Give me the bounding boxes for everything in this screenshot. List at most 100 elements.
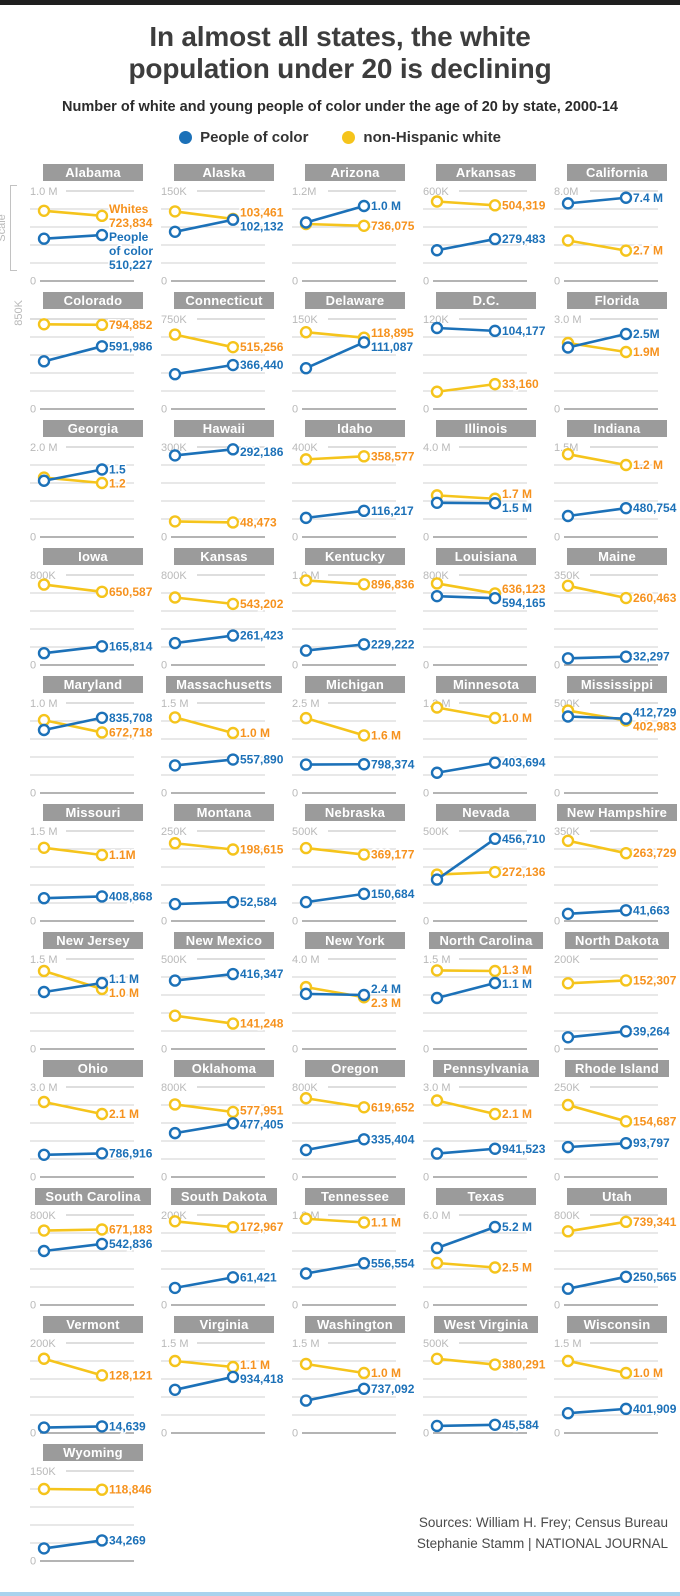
poc-series-point-2014: [226, 967, 240, 981]
poc-series-point-2000: [37, 355, 51, 368]
scale-zero-label: 0: [554, 1427, 560, 1439]
white-series-point-2000: [561, 1098, 575, 1112]
scale-zero-label: 0: [292, 403, 298, 415]
state-chart-tennessee: Tennessee 1.2 M 0 1.1 M 556,554: [292, 1187, 418, 1313]
state-chart-wisconsin: Wisconsin 1.5 M 0 1.0 M 401,909: [554, 1315, 680, 1441]
scale-zero-label: 0: [292, 531, 298, 543]
white-series-point-2000: [37, 1095, 51, 1109]
state-title: Massachusetts: [166, 675, 282, 693]
white-series-point-2000: [37, 204, 51, 217]
scale-max-label: 3.0 M: [30, 1082, 58, 1094]
poc-value-label: 1.1 M: [502, 977, 532, 991]
poc-series-line: [43, 233, 103, 240]
state-title: Arkansas: [436, 163, 536, 181]
state-title: Kansas: [174, 547, 274, 565]
scale-zero-label: 0: [161, 1171, 167, 1183]
white-value-label: 48,473: [240, 515, 277, 529]
chart-canvas: 120K 0 33,160 104,177: [423, 314, 547, 415]
legend-item-people-of-color: People of color: [179, 129, 308, 146]
poc-series-line: [305, 509, 365, 520]
scale-zero-label: 0: [423, 915, 429, 927]
white-series-point-2000: [37, 318, 51, 331]
white-series-point-2000: [561, 977, 575, 990]
scale-max-label: 3.0 M: [554, 314, 582, 326]
poc-series-point-2014: [95, 463, 109, 476]
white-value-label: 2.1 M: [502, 1107, 532, 1121]
poc-series-point-2000: [430, 1241, 444, 1255]
poc-series-point-2014: [226, 213, 240, 226]
poc-series-point-2014: [619, 1025, 633, 1038]
poc-series-point-2000: [168, 367, 182, 381]
state-chart-texas: Texas 6.0 M 0 2.5 M 5.2 M: [423, 1187, 549, 1313]
white-series-point-2014: [357, 1366, 371, 1380]
poc-series-point-2014: [95, 340, 109, 353]
poc-value-label: People: [109, 230, 149, 244]
poc-series-line: [436, 594, 496, 600]
state-title: Maryland: [43, 675, 143, 693]
poc-value-label: 477,405: [240, 1118, 284, 1132]
poc-series-line: [174, 1276, 234, 1290]
scale-zero-label: 0: [554, 1043, 560, 1055]
state-title: Idaho: [305, 419, 405, 437]
scale-max-label: 1.5 M: [423, 954, 451, 966]
poc-series-point-2014: [95, 640, 109, 653]
page-title: In almost all states, the white populatio…: [20, 21, 660, 86]
poc-series-line: [567, 908, 627, 916]
state-chart-missouri: Missouri 1.5 M 0 1.1M 408,868: [30, 803, 156, 929]
white-series-point-2014: [488, 1107, 502, 1121]
scale-max-label: 350K: [554, 826, 580, 838]
poc-series-point-2000: [299, 1143, 313, 1157]
poc-series-line: [567, 332, 627, 349]
white-value-label: 636,123: [502, 582, 546, 596]
chart-canvas: 800K 0 739,341 250,565: [554, 1210, 678, 1311]
white-series-line: [436, 200, 496, 207]
white-series-line: [567, 239, 627, 252]
scale-zero-label: 0: [161, 1427, 167, 1439]
chart-canvas: 3.0 M 0 2.1 M 786,916: [30, 1082, 154, 1183]
scale-max-label: 800K: [30, 570, 56, 582]
white-series-line: [43, 969, 103, 991]
poc-series-line: [567, 196, 627, 205]
white-series-point-2014: [226, 843, 240, 856]
white-value-label: 1.0 M: [633, 1366, 663, 1380]
poc-series-point-2014: [357, 757, 371, 771]
white-series-point-2014: [95, 209, 109, 222]
state-title: Mississippi: [567, 675, 667, 693]
poc-series-line: [567, 1029, 627, 1039]
poc-series-line: [43, 716, 103, 732]
poc-value-label: 1.0 M: [371, 199, 401, 213]
scale-zero-label: 0: [423, 1043, 429, 1055]
state-title: Hawaii: [174, 419, 274, 437]
poc-series-point-2014: [357, 988, 371, 1002]
poc-series-point-2000: [561, 1140, 575, 1154]
poc-value-label: 835,708: [109, 711, 153, 725]
state-chart-arkansas: Arkansas 600K 0 504,319 279,483: [423, 163, 549, 289]
white-value-label: 1.0 M: [109, 986, 139, 1000]
poc-series-point-2000: [561, 197, 575, 210]
white-series-point-2014: [95, 1223, 109, 1236]
white-series-point-2014: [619, 1215, 633, 1228]
chart-canvas: 1.5 M 0 1.1M 408,868: [30, 826, 154, 927]
poc-value-label: 32,297: [633, 650, 670, 664]
scale-zero-label: 0: [30, 915, 36, 927]
white-series-point-2000: [168, 591, 182, 604]
poc-series-point-2000: [37, 985, 51, 999]
poc-series-point-2000: [561, 509, 575, 523]
poc-value-label: 412,729: [633, 706, 677, 720]
white-value-label: 1.0 M: [371, 1366, 401, 1380]
state-title: New Hampshire: [556, 803, 678, 821]
poc-series-point-2014: [488, 591, 502, 605]
scale-max-label: 4.0 M: [423, 442, 451, 454]
white-value-label: 33,160: [502, 377, 539, 391]
state-chart-minnesota: Minnesota 1.2 M 0 1.0 M 403,694: [423, 675, 549, 801]
scale-zero-label: 0: [30, 787, 36, 799]
scale-zero-label: 0: [161, 915, 167, 927]
white-legend-dot-icon: [342, 130, 356, 144]
state-title: Pennsylvania: [433, 1059, 539, 1077]
state-title: New Mexico: [174, 931, 274, 949]
chart-canvas: 3.0 M 0 2.1 M 941,523: [423, 1082, 547, 1183]
state-title: Oklahoma: [174, 1059, 274, 1077]
scale-max-label: 150K: [30, 1466, 56, 1478]
white-value-label: 619,652: [371, 1100, 415, 1114]
